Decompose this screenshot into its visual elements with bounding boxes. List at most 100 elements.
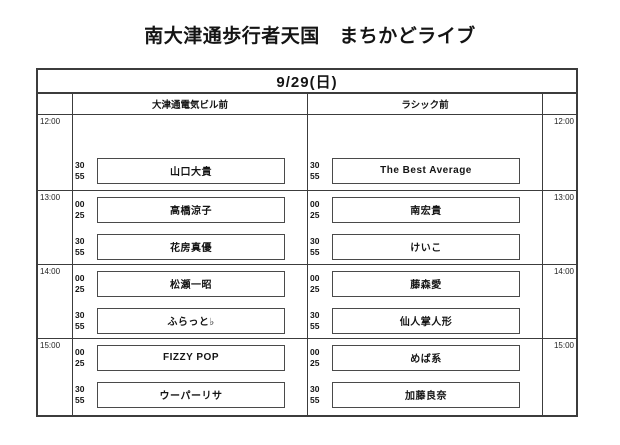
performer-name: 加藤良奈	[405, 391, 447, 402]
minute-start: 00	[75, 346, 85, 357]
minute-start: 00	[75, 198, 85, 209]
header-spacer-left	[38, 94, 72, 114]
hour-row-1300: 13:00 00 25 高橋涼子 30 55 花房真優	[38, 190, 576, 265]
minute-end: 55	[75, 320, 85, 331]
schedule-slot: 00 25 FIZZY POP	[73, 339, 307, 376]
venue1-cell: 00 25 高橋涼子 30 55 花房真優	[72, 191, 307, 265]
minute-start: 00	[310, 272, 320, 283]
minute-labels: 00 25	[73, 199, 97, 220]
minute-labels: 30 55	[73, 384, 97, 405]
performer-box: めば系	[332, 344, 520, 371]
schedule-slot: 00 25 藤森愛	[308, 265, 542, 302]
schedule-slot: 00 25 松瀬一昭	[73, 265, 307, 302]
performer-box: 高橋涼子	[97, 196, 285, 223]
schedule-slot: 00 25 めば系	[308, 339, 542, 376]
minute-end: 55	[310, 246, 320, 257]
performer-box: FIZZY POP	[97, 344, 285, 371]
venue2-cell: 00 25 藤森愛 30 55 仙人掌人形	[307, 265, 542, 339]
performer-box: ウーパーリサ	[97, 381, 285, 408]
performer-box: 南宏貴	[332, 196, 520, 223]
hour-label-right: 12:00	[542, 115, 576, 190]
schedule-slot: 30 55 ふらっと♭	[73, 302, 307, 339]
hour-label-right: 14:00	[542, 265, 576, 339]
minute-start: 30	[75, 235, 85, 246]
minute-labels: 00 25	[73, 273, 97, 294]
minute-labels: 30 55	[308, 236, 332, 257]
hour-row-1200: 12:00 30 55 山口大貴 30 55 The	[38, 115, 576, 190]
venue2-cell: 30 55 The Best Average	[307, 115, 542, 190]
schedule-slot: 30 55 The Best Average	[308, 152, 542, 189]
minute-labels: 30 55	[308, 160, 332, 181]
minute-end: 55	[310, 320, 320, 331]
minute-labels: 00 25	[73, 347, 97, 368]
hour-label-left: 15:00	[40, 341, 61, 350]
minute-labels: 00 25	[308, 273, 332, 294]
performer-name: FIZZY POP	[163, 352, 219, 363]
performer-box: 松瀬一昭	[97, 270, 285, 297]
schedule-slot: 30 55 ウーパーリサ	[73, 376, 307, 413]
performer-box: 花房真優	[97, 233, 285, 260]
performer-name: ふらっと♭	[167, 317, 215, 328]
minute-start: 30	[75, 309, 85, 320]
minute-start: 30	[310, 235, 320, 246]
schedule-slot: 00 25 南宏貴	[308, 191, 542, 228]
schedule-slot: 30 55 花房真優	[73, 228, 307, 265]
schedule-slot: 00 25 高橋涼子	[73, 191, 307, 228]
header-spacer-right	[542, 94, 576, 114]
performer-name: 高橋涼子	[170, 206, 212, 217]
hour-label-left: 14:00	[40, 267, 61, 276]
performer-box: 山口大貴	[97, 157, 285, 184]
hour-label-right: 15:00	[542, 339, 576, 415]
hour-row-1500: 15:00 00 25 FIZZY POP 30 55 ウーパーリサ	[38, 338, 576, 415]
performer-box: 仙人掌人形	[332, 307, 520, 334]
performer-name: 花房真優	[170, 243, 212, 254]
hour-label-right: 13:00	[542, 191, 576, 265]
minute-end: 55	[310, 170, 320, 181]
minute-end: 25	[310, 283, 320, 294]
schedule-slot: 30 55 山口大貴	[73, 152, 307, 189]
schedule-table: 9/29(日) 大津通電気ビル前 ラシック前 12:00 30 55 山口大貴	[36, 68, 578, 417]
minute-start: 00	[310, 198, 320, 209]
minute-end: 25	[310, 357, 320, 368]
hour-label-left: 12:00	[40, 117, 61, 126]
performer-box: けいこ	[332, 233, 520, 260]
minute-labels: 30 55	[73, 236, 97, 257]
performer-name: 仙人掌人形	[399, 317, 453, 328]
venue1-cell: 30 55 山口大貴	[72, 115, 307, 190]
minute-start: 30	[310, 309, 320, 320]
performer-name: 藤森愛	[410, 280, 442, 291]
schedule-slot: 30 55 仙人掌人形	[308, 302, 542, 339]
performer-name: 松瀬一昭	[170, 280, 212, 291]
minute-end: 55	[75, 246, 85, 257]
date-header: 9/29(日)	[38, 70, 576, 94]
performer-box: 藤森愛	[332, 270, 520, 297]
minute-labels: 30 55	[308, 310, 332, 331]
minute-start: 30	[310, 383, 320, 394]
minute-labels: 30 55	[73, 160, 97, 181]
minute-end: 25	[75, 283, 85, 294]
venue-column-header-1: 大津通電気ビル前	[72, 94, 307, 114]
venue-header-row: 大津通電気ビル前 ラシック前	[38, 94, 576, 115]
schedule-slot: 30 55 加藤良奈	[308, 376, 542, 413]
performer-box: 加藤良奈	[332, 381, 520, 408]
venue-column-header-2: ラシック前	[307, 94, 542, 114]
page-title: 南大津通歩行者天国 まちかどライブ	[144, 26, 476, 47]
minute-start: 30	[75, 159, 85, 170]
minute-end: 55	[75, 170, 85, 181]
performer-name: 南宏貴	[410, 206, 442, 217]
performer-name: ウーパーリサ	[159, 391, 223, 402]
performer-name: The Best Average	[380, 165, 472, 176]
minute-labels: 00 25	[308, 347, 332, 368]
minute-start: 00	[75, 272, 85, 283]
performer-name: めば系	[410, 354, 442, 365]
minute-end: 55	[310, 394, 320, 405]
minute-end: 25	[310, 209, 320, 220]
venue1-cell: 00 25 FIZZY POP 30 55 ウーパーリサ	[72, 339, 307, 415]
schedule-slot-empty	[308, 115, 542, 152]
minute-labels: 00 25	[308, 199, 332, 220]
minute-start: 00	[310, 346, 320, 357]
minute-start: 30	[310, 159, 320, 170]
venue1-cell: 00 25 松瀬一昭 30 55 ふらっと♭	[72, 265, 307, 339]
venue2-cell: 00 25 南宏貴 30 55 けいこ	[307, 191, 542, 265]
performer-box: ふらっと♭	[97, 307, 285, 334]
